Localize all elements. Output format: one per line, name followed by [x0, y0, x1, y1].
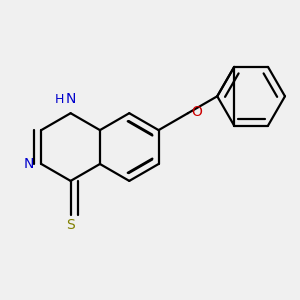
Text: O: O	[191, 105, 202, 119]
Text: N: N	[65, 92, 76, 106]
Text: S: S	[66, 218, 75, 232]
Text: H: H	[55, 93, 64, 106]
Text: N: N	[24, 157, 34, 171]
